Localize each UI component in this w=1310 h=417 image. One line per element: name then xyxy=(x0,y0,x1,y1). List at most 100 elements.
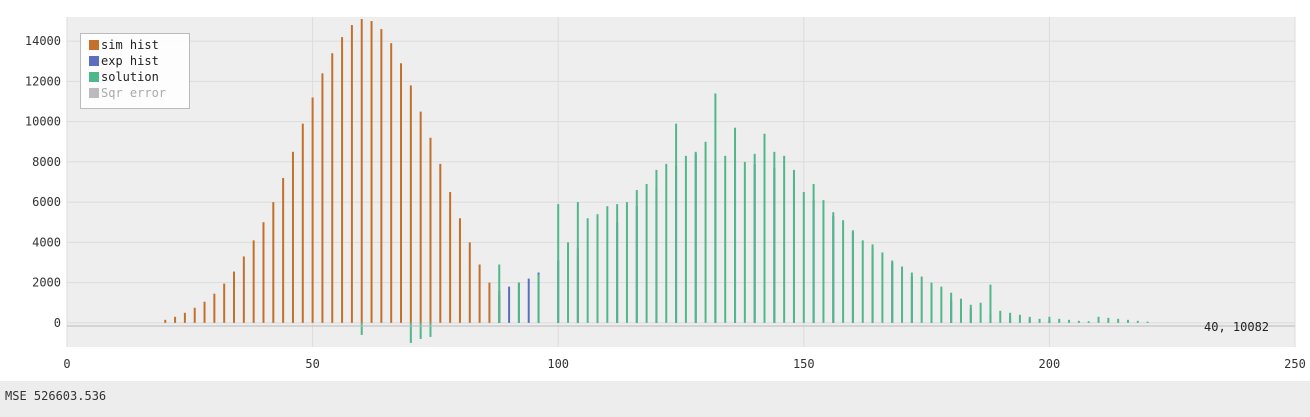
bar-sim-hist xyxy=(350,25,353,323)
bar-solution xyxy=(822,200,825,323)
bar-solution xyxy=(596,214,599,323)
bar-solution xyxy=(498,264,501,323)
bar-sim-hist xyxy=(478,264,481,323)
grid-lines xyxy=(66,17,1296,347)
bar-solution xyxy=(1087,321,1090,323)
histogram-chart[interactable]: 0 2000 4000 6000 8000 10000 12000 14000 0 50 100 1… xyxy=(0,0,1310,381)
bar-solution xyxy=(724,155,727,323)
bar-sim-hist xyxy=(321,73,324,323)
bars-layer xyxy=(164,19,1149,343)
legend-item-sqr-error[interactable]: Sqr error xyxy=(89,87,166,100)
bar-sim-hist xyxy=(242,256,245,323)
bar-solution xyxy=(1018,314,1021,323)
bar-sim-hist xyxy=(449,192,452,323)
bar-solution xyxy=(1077,320,1080,323)
bar-solution xyxy=(606,206,609,323)
bar-solution xyxy=(743,161,746,323)
bar-sim-hist xyxy=(380,29,383,323)
bar-solution xyxy=(871,244,874,323)
bar-sim-hist xyxy=(301,123,304,323)
bar-sim-hist xyxy=(262,222,265,323)
bar-solution xyxy=(969,304,972,323)
bar-solution xyxy=(1058,318,1061,323)
bar-solution xyxy=(625,202,628,323)
y-tick-label: 4000 xyxy=(32,235,61,249)
bar-solution xyxy=(684,155,687,323)
x-tick-label: 0 xyxy=(63,357,70,371)
y-axis-ticks: 0 2000 4000 6000 8000 10000 12000 14000 xyxy=(25,34,61,330)
bar-solution xyxy=(1048,316,1051,323)
chart-panel[interactable]: 0 2000 4000 6000 8000 10000 12000 14000 0 50 100 1… xyxy=(0,0,1310,381)
bar-solution xyxy=(910,272,913,323)
bar-sim-hist xyxy=(252,240,255,323)
bar-exp-hist xyxy=(527,278,530,323)
bar-solution xyxy=(1146,321,1149,323)
bar-sim-hist xyxy=(203,301,206,323)
bar-sim-hist xyxy=(409,85,412,323)
legend-swatch-solution xyxy=(89,72,99,82)
bar-solution xyxy=(1126,319,1129,323)
legend-swatch-sim-hist xyxy=(89,40,99,50)
plot-area xyxy=(67,17,1295,347)
legend-item-solution[interactable]: solution xyxy=(89,71,159,84)
bar-sim-hist xyxy=(341,37,344,323)
x-tick-label: 50 xyxy=(305,357,319,371)
y-tick-label: 14000 xyxy=(25,34,61,48)
x-tick-label: 200 xyxy=(1039,357,1061,371)
bar-sim-hist xyxy=(183,312,186,323)
bar-solution xyxy=(1068,319,1071,323)
bar-solution xyxy=(950,292,953,323)
bar-sim-hist xyxy=(174,316,177,323)
bar-solution xyxy=(645,184,648,323)
mse-readout: MSE 526603.536 xyxy=(5,389,107,403)
bar-solution xyxy=(881,252,884,323)
bar-sim-hist xyxy=(439,163,442,323)
bar-sim-hist xyxy=(360,19,363,323)
bar-solution xyxy=(940,286,943,323)
y-tick-label: 2000 xyxy=(32,276,61,290)
y-tick-label: 12000 xyxy=(25,74,61,88)
bar-solution xyxy=(567,242,570,323)
x-tick-label: 250 xyxy=(1284,357,1306,371)
bar-solution xyxy=(999,310,1002,323)
bar-sim-hist xyxy=(429,137,432,323)
bar-sim-hist xyxy=(468,242,471,323)
legend-label-solution: solution xyxy=(101,70,159,84)
bar-sim-hist xyxy=(272,202,275,323)
legend-label-sim-hist: sim hist xyxy=(101,38,159,52)
bar-solution xyxy=(1009,312,1012,323)
bar-solution xyxy=(616,204,619,323)
bar-solution xyxy=(812,184,815,323)
legend-item-exp-hist[interactable]: exp hist xyxy=(89,55,159,68)
bar-solution xyxy=(537,274,540,323)
bar-solution xyxy=(576,202,579,323)
y-tick-label: 10000 xyxy=(25,115,61,129)
bar-solution xyxy=(989,284,992,323)
bar-sim-hist xyxy=(370,21,373,323)
bar-solution xyxy=(665,163,668,323)
bar-solution xyxy=(959,298,962,323)
bar-solution xyxy=(861,240,864,323)
bar-solution xyxy=(360,322,363,335)
bar-solution xyxy=(1028,316,1031,323)
bar-solution xyxy=(655,169,658,323)
bar-solution xyxy=(763,133,766,323)
bar-solution xyxy=(429,322,432,337)
legend-item-sim-hist[interactable]: sim hist xyxy=(89,39,159,52)
bar-sim-hist xyxy=(291,151,294,323)
bar-sim-hist xyxy=(390,43,393,323)
legend-swatch-exp-hist xyxy=(89,56,99,66)
bar-solution xyxy=(842,220,845,323)
bar-sim-hist xyxy=(164,319,167,323)
bar-sim-hist xyxy=(282,177,285,323)
bar-solution xyxy=(734,127,737,323)
bar-solution xyxy=(419,322,422,339)
bar-solution xyxy=(920,276,923,323)
bar-sim-hist xyxy=(458,218,461,323)
x-axis-ticks: 0 50 100 150 200 250 xyxy=(63,357,1305,371)
bar-sim-hist xyxy=(311,97,314,323)
bar-sim-hist xyxy=(233,271,236,323)
bar-solution xyxy=(409,322,412,343)
bar-solution xyxy=(675,123,678,323)
legend-swatch-sqr-error xyxy=(89,88,99,98)
